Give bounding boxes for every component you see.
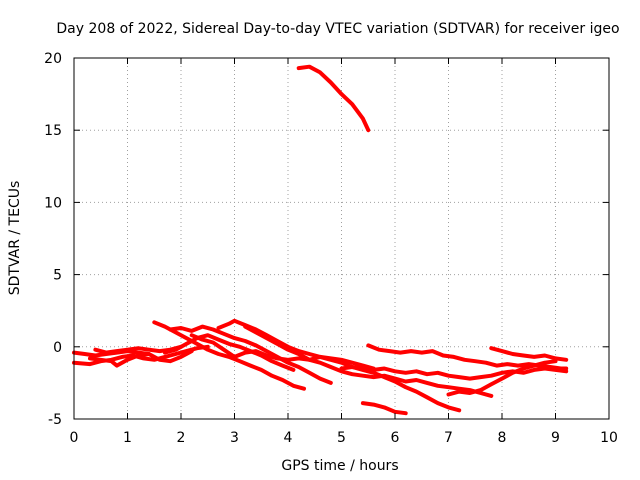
series-arc-12 — [360, 401, 408, 416]
series-arc-9 — [216, 318, 462, 413]
axis-ticks — [73, 57, 610, 420]
series-arc-10 — [243, 324, 494, 398]
y-tick-label: 20 — [44, 51, 62, 67]
y-tick-label: 0 — [53, 340, 62, 356]
series-arc-16 — [489, 346, 569, 362]
x-tick-label: 3 — [230, 430, 239, 446]
y-tick-label: 5 — [53, 268, 62, 284]
grid — [74, 58, 609, 419]
y-axis-label: SDTVAR / TECUs — [7, 181, 23, 296]
series-arc-11 — [296, 64, 371, 133]
series-arc-15 — [446, 359, 558, 397]
y-tick-labels: -5 0 5 10 15 20 — [44, 51, 62, 428]
y-tick-label: 15 — [44, 123, 62, 139]
x-tick-label: 10 — [600, 430, 618, 446]
x-tick-label: 1 — [123, 430, 132, 446]
series-arc-6 — [168, 324, 333, 385]
x-axis-label: GPS time / hours — [281, 458, 398, 474]
x-tick-label: 6 — [391, 430, 400, 446]
chart-title: Day 208 of 2022, Sidereal Day-to-day VTE… — [56, 21, 619, 37]
x-tick-label: 7 — [444, 430, 453, 446]
x-tick-label: 0 — [70, 430, 79, 446]
x-tick-label: 9 — [551, 430, 560, 446]
series-arc-14 — [339, 365, 569, 381]
series-arc-3 — [88, 349, 194, 368]
x-tick-label: 2 — [177, 430, 186, 446]
y-tick-label: 10 — [44, 195, 62, 211]
x-tick-label: 5 — [337, 430, 346, 446]
series-arc-7 — [162, 333, 296, 372]
series-arc-5 — [152, 320, 306, 391]
series-group — [72, 64, 569, 416]
series-arc-8 — [189, 333, 376, 371]
y-tick-label: -5 — [48, 412, 62, 428]
x-tick-label: 4 — [284, 430, 293, 446]
x-tick-label: 8 — [498, 430, 507, 446]
x-tick-labels: 0 1 2 3 4 5 6 7 8 9 10 — [70, 430, 618, 446]
